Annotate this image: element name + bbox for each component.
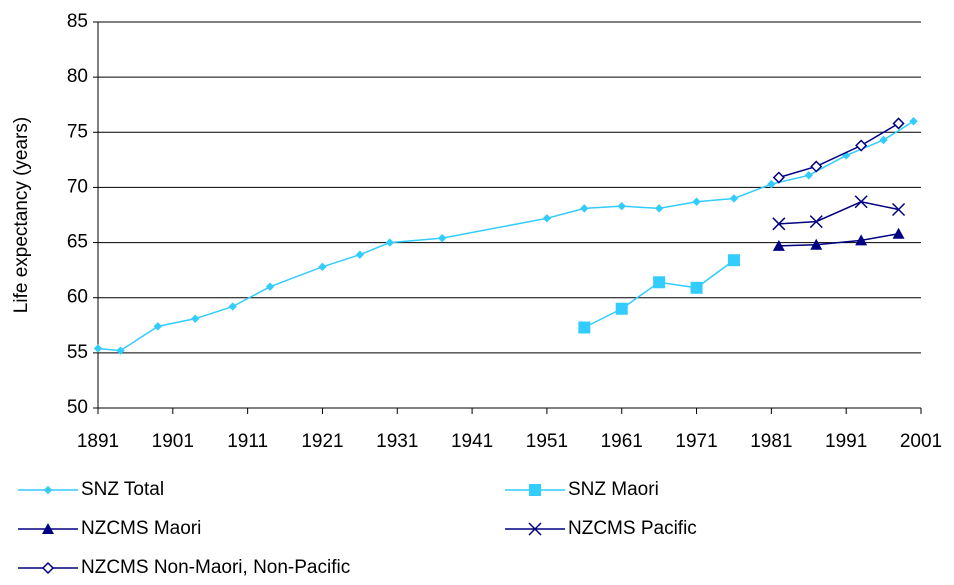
point bbox=[653, 276, 666, 289]
point bbox=[772, 171, 785, 184]
point bbox=[729, 194, 739, 203]
point bbox=[153, 322, 163, 331]
point bbox=[855, 234, 868, 246]
x-tick-label: 1911 bbox=[227, 431, 268, 452]
point bbox=[854, 195, 868, 209]
x-tick-label: 1961 bbox=[601, 431, 643, 452]
y-tick-label: 65 bbox=[67, 232, 88, 253]
point bbox=[578, 321, 591, 334]
point bbox=[690, 281, 703, 294]
x-tick-label: 1921 bbox=[301, 431, 343, 452]
legend-label: NZCMS Non-Maori, Non-Pacific bbox=[81, 557, 350, 578]
legend-label: SNZ Maori bbox=[568, 479, 659, 500]
point bbox=[191, 314, 200, 323]
x-tick-label: 1941 bbox=[451, 431, 493, 452]
point bbox=[767, 179, 776, 189]
x-tick-label: 2001 bbox=[900, 431, 942, 452]
y-tick-label: 50 bbox=[67, 397, 88, 418]
point bbox=[909, 117, 918, 126]
point bbox=[265, 282, 275, 291]
point bbox=[41, 561, 55, 575]
y-tick-label: 55 bbox=[67, 342, 88, 363]
legend-label: NZCMS Pacific bbox=[568, 518, 697, 539]
point bbox=[654, 204, 664, 213]
point bbox=[93, 344, 103, 353]
x-tick-label: 1901 bbox=[152, 431, 194, 452]
point bbox=[855, 139, 868, 152]
point bbox=[804, 171, 813, 180]
x-tick-label: 1891 bbox=[77, 431, 119, 452]
point bbox=[437, 233, 447, 243]
series-line bbox=[778, 200, 899, 225]
point bbox=[809, 215, 823, 229]
y-tick-label: 80 bbox=[67, 66, 88, 87]
y-tick-label: 70 bbox=[67, 176, 88, 197]
x-tick-label: 1931 bbox=[376, 431, 418, 452]
point bbox=[580, 204, 589, 213]
y-tick-label: 85 bbox=[67, 11, 88, 32]
legend-label: SNZ Total bbox=[81, 479, 164, 500]
point bbox=[615, 302, 628, 315]
y-tick-label: 60 bbox=[67, 287, 88, 308]
point bbox=[810, 238, 823, 250]
point bbox=[879, 135, 888, 145]
x-tick-label: 1981 bbox=[750, 431, 792, 452]
point bbox=[116, 346, 125, 355]
point bbox=[542, 214, 552, 223]
legend-label: NZCMS Maori bbox=[81, 518, 201, 539]
point bbox=[772, 217, 786, 231]
series-line bbox=[583, 259, 735, 329]
point bbox=[617, 201, 626, 211]
point bbox=[42, 523, 54, 534]
point bbox=[228, 302, 237, 311]
point bbox=[318, 262, 327, 272]
y-tick-label: 75 bbox=[67, 121, 88, 142]
point bbox=[892, 227, 905, 239]
point bbox=[355, 250, 365, 259]
point bbox=[892, 202, 906, 217]
x-tick-label: 1971 bbox=[675, 431, 717, 452]
x-tick-label: 1951 bbox=[526, 431, 568, 452]
point bbox=[892, 117, 905, 130]
point bbox=[692, 197, 701, 206]
y-axis-label: Life expectancy (years) bbox=[11, 117, 32, 313]
point bbox=[810, 160, 823, 173]
series-line bbox=[97, 120, 914, 352]
series-line bbox=[778, 122, 899, 179]
series-line bbox=[778, 233, 899, 247]
point bbox=[385, 238, 394, 247]
x-tick-label: 1991 bbox=[825, 431, 867, 452]
point bbox=[528, 522, 542, 536]
point bbox=[529, 484, 541, 496]
point bbox=[772, 239, 785, 251]
point bbox=[727, 254, 740, 267]
point bbox=[43, 485, 53, 495]
